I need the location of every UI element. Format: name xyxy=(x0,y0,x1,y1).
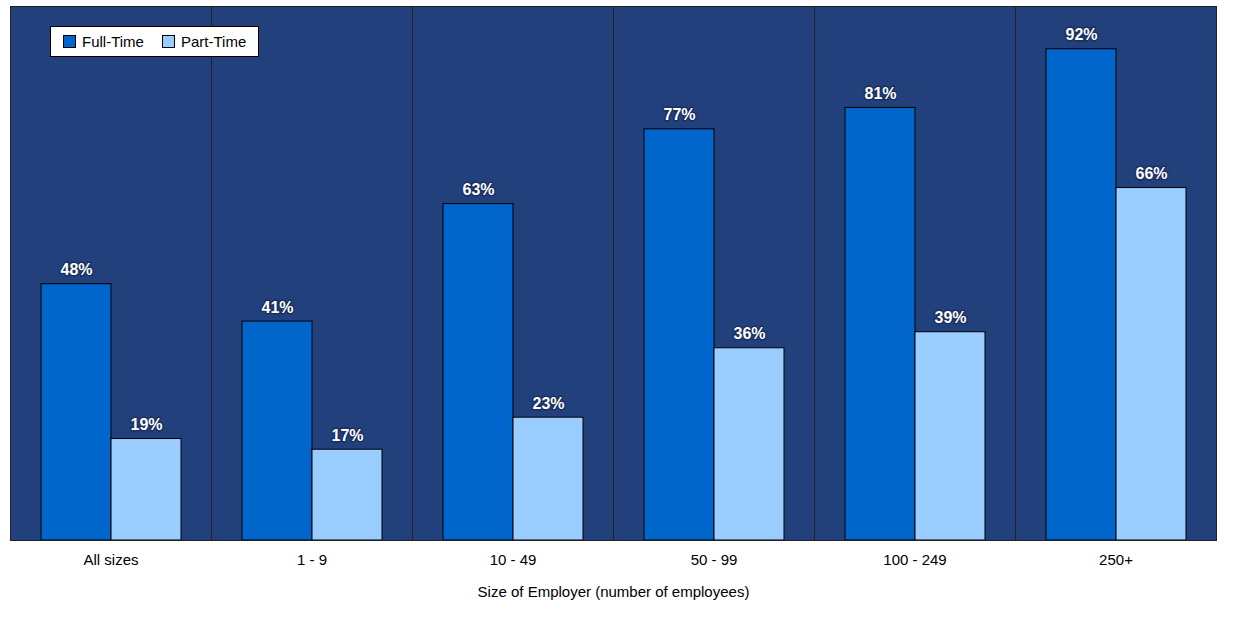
svg-text:39%: 39% xyxy=(934,309,966,326)
svg-text:100 - 249: 100 - 249 xyxy=(883,551,946,568)
svg-text:250+: 250+ xyxy=(1099,551,1133,568)
svg-text:1 - 9: 1 - 9 xyxy=(297,551,327,568)
svg-text:92%: 92% xyxy=(1065,26,1097,43)
svg-text:50 - 99: 50 - 99 xyxy=(691,551,738,568)
svg-text:Size of Employer (number of em: Size of Employer (number of employees) xyxy=(478,583,750,600)
svg-text:41%: 41% xyxy=(261,299,293,316)
svg-text:66%: 66% xyxy=(1135,165,1167,182)
svg-text:10 - 49: 10 - 49 xyxy=(490,551,537,568)
svg-text:All sizes: All sizes xyxy=(83,551,138,568)
svg-text:19%: 19% xyxy=(130,416,162,433)
svg-text:23%: 23% xyxy=(532,395,564,412)
svg-text:77%: 77% xyxy=(663,106,695,123)
svg-text:48%: 48% xyxy=(60,261,92,278)
svg-text:63%: 63% xyxy=(462,181,494,198)
html-text:Full-Time: Full-Time xyxy=(82,33,144,50)
svg-text:36%: 36% xyxy=(733,325,765,342)
svg-text:81%: 81% xyxy=(864,85,896,102)
svg-text:17%: 17% xyxy=(331,427,363,444)
html-text:Part-Time: Part-Time xyxy=(181,33,247,50)
